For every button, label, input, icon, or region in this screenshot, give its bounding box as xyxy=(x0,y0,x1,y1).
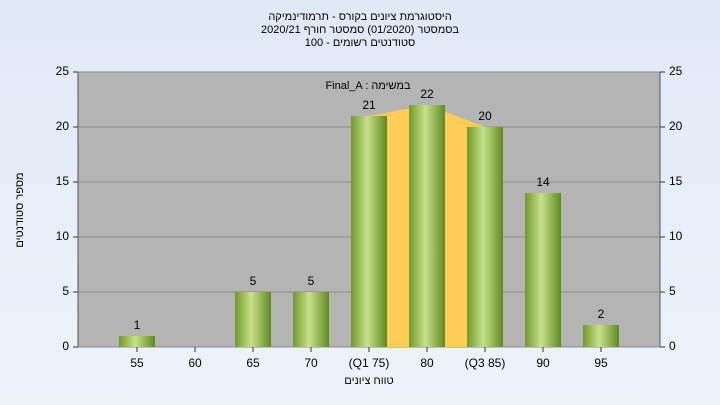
data-label: 20 xyxy=(478,109,492,123)
y2-tick-label: 5 xyxy=(669,284,676,298)
title-line: היסטוגרמת ציונים בקורס - תרמודינמיקה xyxy=(268,11,451,23)
x-tick-label: 60 xyxy=(188,356,202,370)
data-label: 1 xyxy=(134,318,141,332)
data-label: 21 xyxy=(362,98,376,112)
y-tick-label: 5 xyxy=(62,284,69,298)
data-label: 22 xyxy=(420,87,434,101)
y-tick-label: 10 xyxy=(56,229,70,243)
y2-tick-label: 15 xyxy=(669,174,683,188)
bar xyxy=(467,127,503,347)
y-axis-label: מספר סטודנטים xyxy=(14,172,26,247)
data-label: 5 xyxy=(250,274,257,288)
y-tick-label: 15 xyxy=(56,174,70,188)
data-label: 5 xyxy=(308,274,315,288)
x-tick-label: 95 xyxy=(594,356,608,370)
y-tick-label: 25 xyxy=(56,64,70,78)
bar xyxy=(293,292,329,347)
y2-tick-label: 20 xyxy=(669,119,683,133)
x-tick-label: 90 xyxy=(536,356,550,370)
bar xyxy=(583,325,619,347)
bar xyxy=(525,193,561,347)
x-tick-label: 70 xyxy=(304,356,318,370)
bar xyxy=(235,292,271,347)
data-label: 2 xyxy=(598,307,605,321)
y2-tick-label: 25 xyxy=(669,64,683,78)
y2-tick-label: 0 xyxy=(669,339,676,353)
x-tick-label: 65 xyxy=(246,356,260,370)
x-tick-label: (Q1 75) xyxy=(349,356,390,370)
x-axis-label: טווח ציונים xyxy=(344,375,393,387)
y-tick-label: 20 xyxy=(56,119,70,133)
x-tick-label: 55 xyxy=(130,356,144,370)
x-tick-label: (Q3 85) xyxy=(465,356,506,370)
x-tick-label: 80 xyxy=(420,356,434,370)
title-line: בסמסטר (01/2020) סמסטר חורף 2020/21 xyxy=(261,24,459,36)
y2-tick-label: 10 xyxy=(669,229,683,243)
title-line: סטודנטים רשומים - 100 xyxy=(305,37,416,49)
bar xyxy=(119,336,155,347)
y-tick-label: 0 xyxy=(62,339,69,353)
bar xyxy=(351,116,387,347)
data-label: 14 xyxy=(536,175,550,189)
annotation: Final_A : במשימה xyxy=(325,80,411,92)
bar xyxy=(409,105,445,347)
